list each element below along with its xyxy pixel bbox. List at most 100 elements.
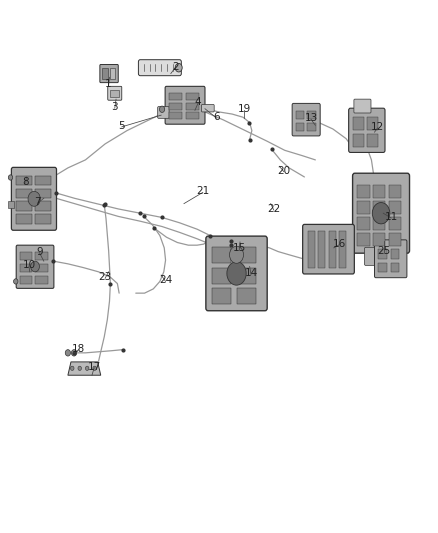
Bar <box>357 233 370 246</box>
Circle shape <box>175 63 182 72</box>
Bar <box>35 276 48 284</box>
Circle shape <box>93 366 96 370</box>
Polygon shape <box>68 362 101 375</box>
Bar <box>329 231 336 268</box>
Bar <box>169 103 182 110</box>
Bar <box>353 117 364 130</box>
Bar <box>35 264 48 272</box>
Bar <box>308 231 315 268</box>
FancyBboxPatch shape <box>303 224 354 274</box>
Text: 25: 25 <box>377 246 390 256</box>
Circle shape <box>28 191 40 206</box>
Bar <box>318 231 325 268</box>
FancyBboxPatch shape <box>364 247 385 265</box>
Bar <box>378 263 387 272</box>
Text: 14: 14 <box>244 269 258 278</box>
Bar <box>212 288 231 304</box>
Bar <box>339 231 346 268</box>
Bar <box>389 233 401 246</box>
Text: 24: 24 <box>159 276 172 285</box>
FancyBboxPatch shape <box>165 86 205 124</box>
FancyBboxPatch shape <box>354 99 371 113</box>
Circle shape <box>71 350 77 356</box>
Circle shape <box>230 246 244 263</box>
Circle shape <box>14 279 18 284</box>
Text: 9: 9 <box>36 247 43 256</box>
Bar <box>389 217 401 230</box>
Circle shape <box>31 261 39 272</box>
Bar <box>391 263 399 272</box>
Text: 16: 16 <box>333 239 346 248</box>
Bar <box>35 176 51 185</box>
Bar <box>20 264 32 272</box>
Text: 21: 21 <box>196 187 209 196</box>
Bar <box>373 233 385 246</box>
Bar <box>237 268 256 284</box>
Bar <box>389 201 401 214</box>
Bar <box>357 201 370 214</box>
Bar <box>367 134 378 147</box>
Text: 20: 20 <box>277 166 290 175</box>
Bar <box>389 185 401 198</box>
FancyBboxPatch shape <box>11 167 57 230</box>
Circle shape <box>78 366 81 370</box>
Bar <box>307 123 316 131</box>
FancyBboxPatch shape <box>201 104 214 112</box>
Text: 3: 3 <box>111 102 118 111</box>
Text: 23: 23 <box>99 272 112 282</box>
Bar <box>186 103 199 110</box>
Circle shape <box>227 262 246 285</box>
Bar <box>35 214 51 224</box>
Circle shape <box>8 175 13 180</box>
Bar <box>357 185 370 198</box>
Text: 22: 22 <box>267 204 280 214</box>
FancyBboxPatch shape <box>158 107 169 118</box>
Text: 13: 13 <box>304 114 318 123</box>
Text: 11: 11 <box>385 212 398 222</box>
Text: 7: 7 <box>34 197 41 207</box>
Bar <box>367 117 378 130</box>
Circle shape <box>159 106 165 112</box>
FancyBboxPatch shape <box>349 108 385 152</box>
Bar <box>378 249 387 259</box>
Bar <box>307 111 316 119</box>
Circle shape <box>372 203 390 224</box>
Bar <box>186 93 199 100</box>
FancyBboxPatch shape <box>108 86 122 100</box>
Bar <box>169 93 182 100</box>
Bar <box>237 288 256 304</box>
Bar <box>237 247 256 263</box>
FancyBboxPatch shape <box>138 60 181 76</box>
Bar <box>296 111 304 119</box>
Circle shape <box>65 350 71 356</box>
Bar <box>16 176 32 185</box>
Bar <box>20 252 32 260</box>
Bar <box>8 201 14 208</box>
Bar <box>110 90 119 97</box>
Bar <box>35 201 51 211</box>
Bar <box>357 217 370 230</box>
FancyBboxPatch shape <box>16 245 54 288</box>
Text: 12: 12 <box>371 122 384 132</box>
Bar <box>373 201 385 214</box>
Text: 5: 5 <box>118 121 125 131</box>
Bar <box>373 217 385 230</box>
Text: 2: 2 <box>172 62 179 71</box>
Bar <box>391 249 399 259</box>
Text: 1: 1 <box>105 79 112 89</box>
FancyBboxPatch shape <box>100 64 118 83</box>
Bar <box>20 276 32 284</box>
Text: 18: 18 <box>72 344 85 353</box>
Circle shape <box>85 366 89 370</box>
Bar <box>169 112 182 119</box>
Bar <box>102 68 108 79</box>
Text: 17: 17 <box>88 362 101 372</box>
Bar <box>16 214 32 224</box>
Text: 15: 15 <box>233 244 246 253</box>
Text: 4: 4 <box>194 98 201 107</box>
Bar <box>212 268 231 284</box>
Circle shape <box>71 366 74 370</box>
Bar <box>16 189 32 198</box>
Bar <box>212 247 231 263</box>
Text: 6: 6 <box>213 112 220 122</box>
